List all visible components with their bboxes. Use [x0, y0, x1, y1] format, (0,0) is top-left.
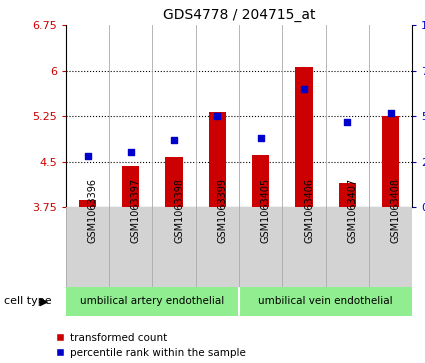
Text: ▶: ▶ — [40, 296, 49, 306]
Text: GSM1063408: GSM1063408 — [391, 178, 401, 244]
Text: GSM1063407: GSM1063407 — [347, 178, 357, 244]
Point — [300, 86, 307, 92]
Bar — [252, 155, 269, 207]
Text: GSM1063399: GSM1063399 — [218, 178, 227, 244]
Text: GSM1063396: GSM1063396 — [88, 178, 97, 244]
Text: GSM1063406: GSM1063406 — [304, 178, 314, 244]
Point — [214, 113, 221, 119]
Point — [84, 153, 91, 159]
Bar — [209, 112, 226, 207]
Bar — [295, 66, 313, 207]
Text: GSM1063405: GSM1063405 — [261, 178, 271, 244]
Bar — [382, 116, 399, 207]
Point — [387, 110, 394, 115]
Text: umbilical vein endothelial: umbilical vein endothelial — [258, 296, 393, 306]
Point — [257, 135, 264, 141]
Point — [344, 119, 351, 125]
Legend: transformed count, percentile rank within the sample: transformed count, percentile rank withi… — [56, 333, 246, 358]
Text: umbilical artery endothelial: umbilical artery endothelial — [80, 296, 224, 306]
Point — [171, 137, 178, 143]
Bar — [165, 157, 183, 207]
Title: GDS4778 / 204715_at: GDS4778 / 204715_at — [163, 8, 315, 22]
Bar — [122, 166, 139, 207]
Text: GSM1063398: GSM1063398 — [174, 178, 184, 244]
Text: GSM1063397: GSM1063397 — [131, 178, 141, 244]
Bar — [339, 183, 356, 207]
Text: cell type: cell type — [4, 296, 52, 306]
Bar — [79, 200, 96, 207]
Point — [128, 150, 134, 155]
